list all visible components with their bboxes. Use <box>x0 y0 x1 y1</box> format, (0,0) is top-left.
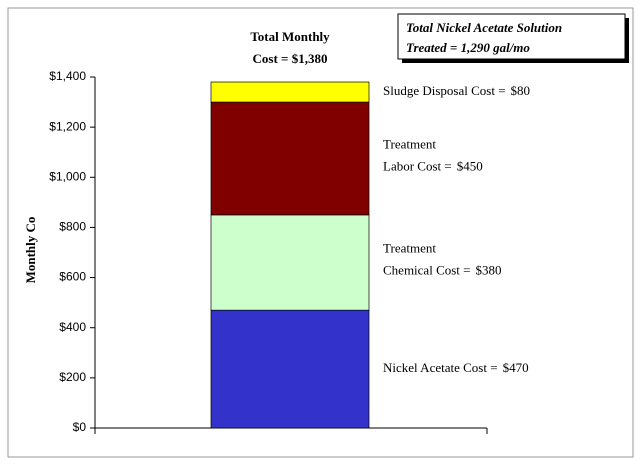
value-label: $380 <box>476 263 502 278</box>
annotation: Total Nickel Acetate Solution <box>406 20 562 35</box>
y-tick-label: $1,000 <box>49 169 86 183</box>
segment-name: Treatment <box>383 241 436 256</box>
y-tick-label: $400 <box>59 320 86 334</box>
segment-name: Labor Cost = <box>383 158 452 173</box>
annotation-box <box>397 13 626 60</box>
chart-title: Cost = $1,380 <box>253 51 328 66</box>
bar-segment <box>210 309 370 429</box>
y-tick-label: $0 <box>73 420 87 434</box>
y-tick-label: $1,200 <box>49 119 86 133</box>
y-tick-label: $600 <box>59 270 86 284</box>
value-label: $80 <box>511 83 531 98</box>
segment-name: Nickel Acetate Cost = <box>383 360 498 375</box>
bar-segment <box>210 101 370 216</box>
y-tick-label: $200 <box>59 370 86 384</box>
segment-label: Treatment <box>383 136 436 151</box>
y-tick-label: $800 <box>59 220 86 234</box>
segment-label: Treatment <box>383 241 436 256</box>
bar-segment <box>210 81 370 103</box>
bar-segment <box>210 214 370 311</box>
annotation: Treated = 1,290 gal/mo <box>406 40 530 55</box>
segment-name: Treatment <box>383 136 436 151</box>
y-axis-label: Monthly Co <box>23 217 38 284</box>
chart-title: Total Monthly <box>250 29 330 44</box>
segment-name: Chemical Cost = <box>383 263 471 278</box>
value-label: $450 <box>457 158 483 173</box>
segment-name: Sludge Disposal Cost = <box>383 83 506 98</box>
segment-label: Chemical Cost = $380 <box>383 263 502 278</box>
segment-label: Labor Cost = $450 <box>383 158 483 173</box>
y-tick-label: $1,400 <box>49 69 86 83</box>
value-label: $470 <box>503 360 529 375</box>
segment-label: Nickel Acetate Cost = $470 <box>383 360 529 375</box>
segment-label: Sludge Disposal Cost = $80 <box>383 83 530 98</box>
